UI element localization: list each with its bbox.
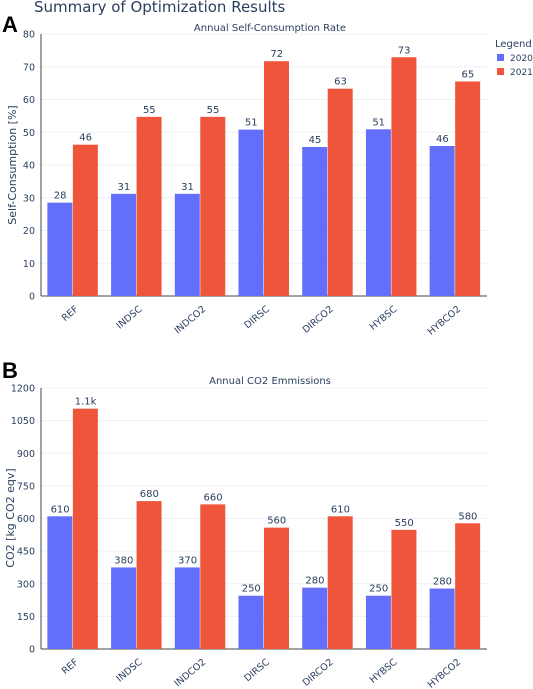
bar-2020-dirsc bbox=[238, 129, 264, 296]
bar-2020-hybco2 bbox=[429, 146, 455, 296]
bar-value-label: 51 bbox=[245, 118, 258, 129]
y-tick-label: 0 bbox=[29, 292, 35, 303]
bar-value-label: 72 bbox=[270, 49, 283, 60]
bar-2021-hybco2 bbox=[455, 81, 481, 296]
bar-2020-hybsc bbox=[365, 129, 391, 296]
bar-2021-hybsc bbox=[391, 57, 417, 296]
bar-2021-dirco2 bbox=[327, 88, 353, 296]
figure-title: Summary of Optimization Results bbox=[34, 0, 286, 16]
y-tick-label: 70 bbox=[23, 62, 35, 73]
bar-2021-dirsc bbox=[264, 61, 289, 297]
bar-value-label: 73 bbox=[398, 45, 411, 56]
bar-2020-ref bbox=[47, 202, 73, 296]
x-tick-label: REF bbox=[60, 304, 81, 324]
y-tick-label: 10 bbox=[23, 259, 35, 270]
y-tick-label: 80 bbox=[23, 30, 35, 41]
bar-2020-indsc bbox=[111, 193, 137, 296]
legend-label-2020: 2020 bbox=[510, 54, 533, 64]
chart-a-title: Annual Self-Consumption Rate bbox=[194, 23, 346, 34]
panel-letter-b: B bbox=[2, 358, 18, 383]
x-tick-label: INDSC bbox=[115, 304, 145, 332]
panel-letter-a: A bbox=[2, 12, 18, 37]
x-tick-label: HYBSC bbox=[368, 304, 400, 333]
chart-a-ylabel: Self-Consumption [%] bbox=[6, 105, 19, 224]
y-tick-label: 30 bbox=[23, 193, 35, 204]
bar-2020-indco2 bbox=[174, 193, 200, 296]
bar-value-label: 31 bbox=[117, 182, 130, 193]
bar-value-label: 65 bbox=[462, 69, 475, 80]
x-tick-label: DIRSC bbox=[242, 304, 272, 332]
legend: Legend 2020 2021 bbox=[495, 39, 533, 78]
y-tick-label: 50 bbox=[23, 128, 35, 139]
bar-value-label: 55 bbox=[207, 105, 220, 116]
bar-value-label: 63 bbox=[334, 77, 347, 88]
bar-value-label: 46 bbox=[436, 134, 449, 145]
y-tick-label: 40 bbox=[23, 161, 35, 172]
bar-value-label: 31 bbox=[181, 182, 194, 193]
legend-title: Legend bbox=[495, 39, 532, 50]
legend-swatch-2020 bbox=[497, 54, 504, 61]
x-tick-label: DIRCO2 bbox=[301, 304, 336, 336]
bar-value-label: 51 bbox=[372, 117, 385, 128]
legend-label-2021: 2021 bbox=[510, 68, 533, 78]
y-tick-label: 20 bbox=[23, 226, 35, 237]
bar-2021-indco2 bbox=[200, 116, 226, 296]
bar-2021-ref bbox=[72, 144, 98, 296]
bar-2020-dirco2 bbox=[302, 146, 328, 296]
bar-value-label: 45 bbox=[309, 135, 322, 146]
bar-value-label: 46 bbox=[79, 133, 92, 144]
bar-value-label: 55 bbox=[143, 105, 156, 116]
legend-swatch-2021 bbox=[497, 68, 504, 75]
y-tick-label: 60 bbox=[23, 95, 35, 106]
x-tick-label: HYBCO2 bbox=[426, 304, 463, 338]
bar-2021-indsc bbox=[136, 116, 162, 296]
x-tick-label: INDCO2 bbox=[173, 304, 209, 336]
bar-value-label: 28 bbox=[54, 191, 67, 202]
